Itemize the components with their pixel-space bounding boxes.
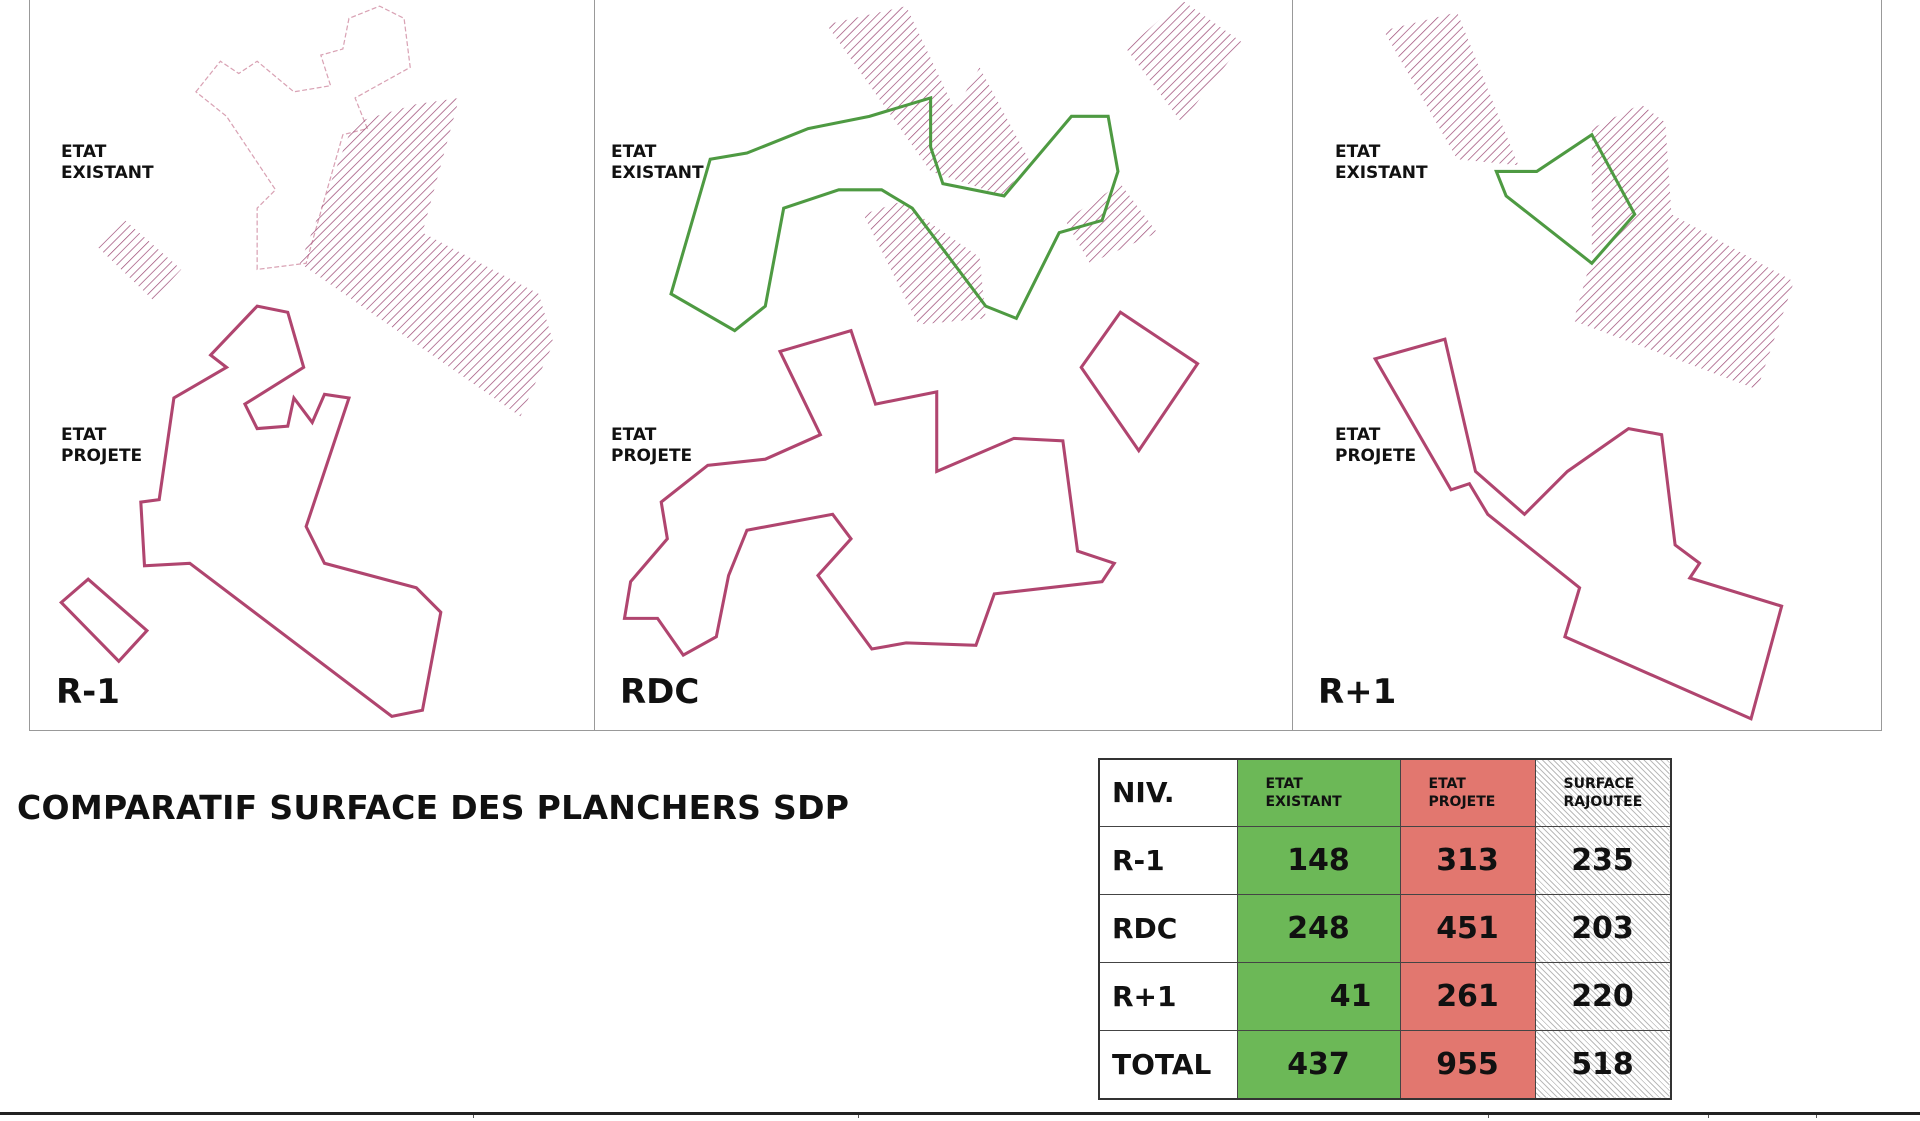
row-level: RDC [1098, 893, 1238, 963]
project-label: ETAT PROJETE [61, 425, 143, 466]
project-outline [1372, 337, 1784, 721]
existing-hatched-area [1126, 0, 1243, 123]
level-label: R+1 [1318, 672, 1397, 712]
plan-r-1 [58, 5, 554, 718]
title-block-divider [1488, 1115, 1489, 1118]
project-outline [58, 577, 150, 664]
cell-project: 451 [1399, 893, 1536, 963]
header-project: ETAT PROJETE [1399, 758, 1536, 827]
header-niv: NIV. [1098, 758, 1238, 827]
cell-added: 518 [1534, 1029, 1671, 1099]
title-block-border [0, 1112, 1920, 1121]
project-outline [622, 328, 1117, 658]
existing-hatched-area [826, 6, 1029, 196]
title-block-divider [1816, 1115, 1817, 1118]
title-block-divider [1708, 1115, 1709, 1118]
cell-added: 220 [1534, 961, 1671, 1031]
existing-label: ETAT EXISTANT [61, 142, 154, 183]
existing-hatched-area [300, 97, 554, 417]
existing-hatched-area [863, 202, 986, 325]
project-outline [139, 304, 443, 718]
level-label: R-1 [56, 672, 120, 712]
panel-divider [594, 0, 595, 731]
cell-added: 235 [1534, 825, 1671, 895]
existing-hatched-area [1573, 104, 1794, 390]
page-title: COMPARATIF SURFACE DES PLANCHERS SDP [17, 788, 850, 827]
cell-project: 313 [1399, 825, 1536, 895]
existing-outline [1494, 132, 1637, 266]
table-row: R+1 41 261 220 [1098, 961, 1671, 1031]
title-block-divider [473, 1115, 474, 1118]
row-level: R+1 [1098, 961, 1238, 1031]
level-label: RDC [620, 672, 700, 712]
plan-r+1 [1372, 12, 1794, 721]
existing-label: ETAT EXISTANT [611, 142, 704, 183]
cell-existing: 437 [1236, 1029, 1401, 1099]
existing-label: ETAT EXISTANT [1335, 142, 1428, 183]
title-block-divider [858, 1115, 859, 1118]
project-outline [1079, 310, 1200, 454]
cell-added: 203 [1534, 893, 1671, 963]
cell-existing: 148 [1236, 825, 1401, 895]
panel-divider [1292, 0, 1293, 731]
existing-dashed-outline [195, 5, 411, 271]
cell-project: 261 [1399, 961, 1536, 1031]
table-row: RDC 248 451 203 [1098, 893, 1671, 963]
project-label: ETAT PROJETE [611, 425, 693, 466]
table-header-row: NIV. ETAT EXISTANT ETAT PROJETE SURFACE … [1098, 758, 1671, 827]
project-label: ETAT PROJETE [1335, 425, 1417, 466]
cell-existing: 248 [1236, 893, 1401, 963]
existing-hatched-area [95, 217, 182, 301]
existing-hatched-area [1383, 12, 1519, 166]
cell-project: 955 [1399, 1029, 1536, 1099]
row-level: TOTAL [1098, 1029, 1238, 1099]
cell-existing: 41 [1236, 961, 1401, 1031]
table-row: R-1 148 313 235 [1098, 825, 1671, 895]
existing-hatched-area [1065, 183, 1158, 264]
surface-table: NIV. ETAT EXISTANT ETAT PROJETE SURFACE … [1098, 758, 1672, 1100]
row-level: R-1 [1098, 825, 1238, 895]
header-existing: ETAT EXISTANT [1236, 758, 1401, 827]
plan-rdc [622, 0, 1243, 658]
existing-outline [669, 95, 1120, 333]
plans-frame [29, 0, 1882, 731]
table-total-row: TOTAL 437 955 518 [1098, 1029, 1671, 1099]
header-added: SURFACE RAJOUTEE [1534, 758, 1671, 827]
